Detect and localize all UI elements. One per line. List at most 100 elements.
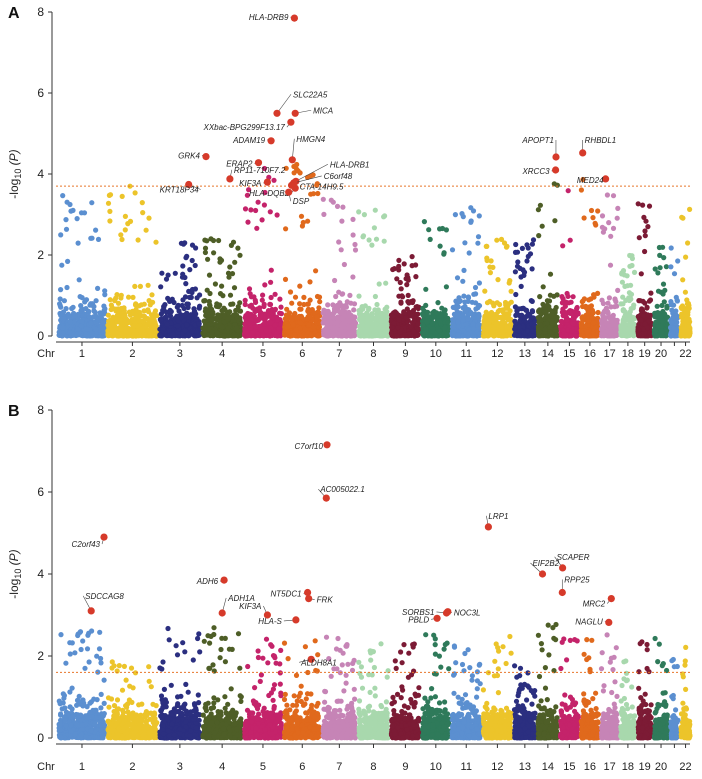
data-point xyxy=(167,298,173,304)
data-point xyxy=(357,309,363,315)
data-point xyxy=(364,324,370,330)
data-point xyxy=(277,296,283,302)
data-point xyxy=(475,234,482,240)
data-point xyxy=(225,316,231,322)
data-point xyxy=(217,259,223,265)
data-point xyxy=(488,258,494,264)
data-point xyxy=(262,282,268,288)
data-point xyxy=(233,325,240,331)
data-point xyxy=(430,326,436,332)
data-point xyxy=(266,313,272,319)
data-point xyxy=(333,293,339,300)
data-point xyxy=(130,316,136,323)
data-point xyxy=(268,279,274,285)
data-point xyxy=(303,332,309,338)
data-point xyxy=(326,320,332,326)
data-point xyxy=(137,283,143,289)
data-point xyxy=(268,320,274,326)
data-point xyxy=(163,276,170,282)
data-point xyxy=(292,294,299,300)
data-point xyxy=(527,251,534,257)
data-point xyxy=(339,218,345,224)
data-point xyxy=(75,240,81,246)
data-point xyxy=(335,314,341,320)
data-point xyxy=(194,329,200,335)
data-point xyxy=(486,311,492,317)
data-point xyxy=(60,193,66,199)
data-point xyxy=(125,333,131,339)
data-point xyxy=(211,250,217,256)
data-point xyxy=(145,307,151,313)
data-point xyxy=(68,208,74,214)
data-point xyxy=(84,326,90,332)
data-point xyxy=(158,284,164,290)
data-point xyxy=(323,308,329,314)
data-point xyxy=(118,312,125,319)
data-point xyxy=(205,332,211,338)
data-point xyxy=(210,237,217,244)
data-point xyxy=(88,235,94,241)
data-point xyxy=(401,261,407,267)
data-point xyxy=(424,319,430,325)
data-point xyxy=(437,243,443,249)
data-point xyxy=(267,209,273,215)
data-point xyxy=(302,326,308,332)
data-point xyxy=(403,315,409,321)
data-point xyxy=(64,284,70,291)
data-point xyxy=(512,269,519,275)
data-point xyxy=(307,279,313,285)
data-point xyxy=(278,311,284,317)
data-point xyxy=(168,320,174,326)
x-tick-label: 13 xyxy=(519,348,531,360)
data-point xyxy=(187,267,193,273)
data-point xyxy=(86,314,92,320)
data-point xyxy=(259,217,265,223)
data-point xyxy=(372,293,378,300)
data-point xyxy=(202,245,209,251)
data-point xyxy=(102,288,108,294)
data-point xyxy=(140,210,146,216)
data-point xyxy=(414,304,420,310)
data-point xyxy=(75,326,81,332)
data-point xyxy=(442,324,448,331)
data-point xyxy=(261,202,267,208)
data-point xyxy=(231,285,238,291)
data-point xyxy=(325,302,331,308)
data-point xyxy=(274,212,280,218)
data-point xyxy=(248,207,254,213)
data-point xyxy=(253,207,259,214)
data-point xyxy=(139,326,145,332)
x-tick-label: 7 xyxy=(336,348,342,360)
data-point xyxy=(484,300,491,306)
data-point xyxy=(105,200,112,206)
data-point xyxy=(482,288,488,294)
chr-2-points xyxy=(105,183,160,339)
x-tick-label: 10 xyxy=(430,348,442,360)
data-point xyxy=(351,301,358,307)
data-point xyxy=(63,226,70,232)
data-point xyxy=(212,281,218,287)
data-point xyxy=(295,168,301,174)
data-point xyxy=(332,277,338,284)
data-point xyxy=(231,331,237,338)
data-point xyxy=(242,301,248,308)
data-point xyxy=(293,327,299,333)
data-point xyxy=(83,331,89,337)
data-point xyxy=(201,298,207,304)
data-point xyxy=(168,309,174,315)
data-point xyxy=(441,250,447,256)
data-point xyxy=(539,223,545,229)
data-point xyxy=(67,319,73,325)
data-point xyxy=(164,309,170,315)
data-point xyxy=(338,327,344,333)
data-point xyxy=(89,200,95,206)
data-point xyxy=(192,262,198,269)
data-point xyxy=(286,310,293,316)
data-point xyxy=(78,308,84,314)
data-point xyxy=(482,313,488,320)
data-point xyxy=(380,331,386,337)
data-point xyxy=(537,307,543,313)
data-point xyxy=(530,237,537,243)
data-point xyxy=(91,308,97,314)
data-point xyxy=(347,292,353,298)
